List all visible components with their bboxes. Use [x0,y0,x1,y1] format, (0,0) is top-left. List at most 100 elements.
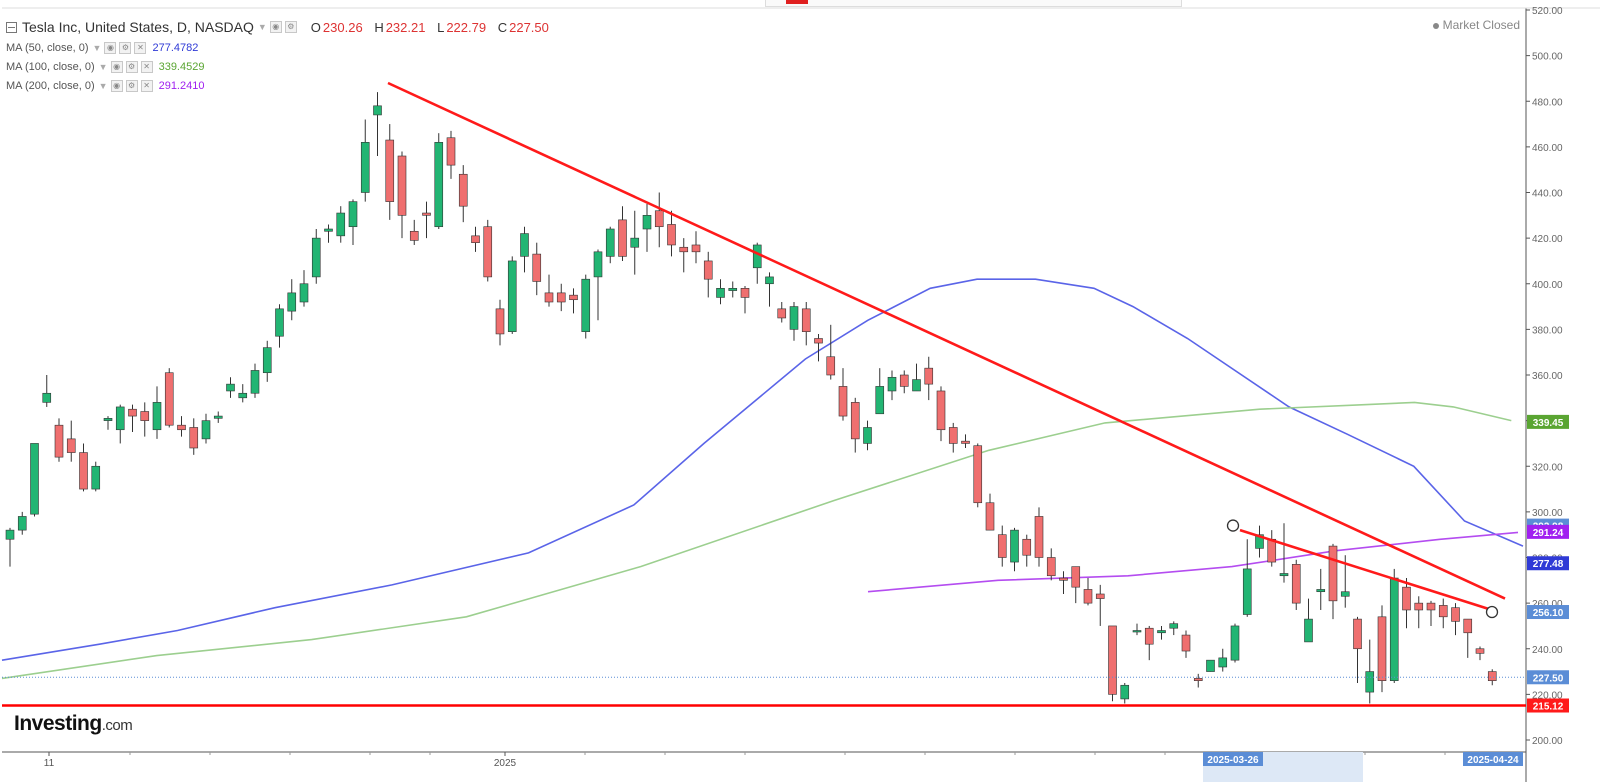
candle [520,226,529,273]
candle-body [1475,648,1485,654]
candle [1108,625,1117,702]
candle [1316,568,1326,610]
chevron-down-icon[interactable]: ▼ [98,61,108,72]
candle [716,279,725,305]
candle-body [360,142,370,193]
candle-body [30,443,39,515]
candle [311,229,321,284]
candle [5,527,15,567]
candle-body [1193,678,1203,681]
visibility-icon[interactable]: ◉ [104,41,117,54]
candle-body [299,283,309,303]
market-status: Market Closed [1432,18,1520,32]
settings-icon[interactable]: ⚙ [119,41,132,54]
settings-icon[interactable]: ⚙ [125,79,138,92]
x-tick-label: 2025 [494,758,517,769]
candle-body [287,292,297,312]
collapse-legend-icon[interactable] [6,21,17,33]
candle-body [1414,602,1424,611]
candle-body [1451,607,1460,622]
close-icon[interactable]: ✕ [140,60,153,73]
ohlc-high-label: H [374,19,384,35]
candle [385,124,395,220]
candle-body [458,173,468,207]
x-tick-label: 11 [44,758,55,769]
candle [360,119,370,202]
candle-body [1132,630,1142,633]
candle [863,420,872,451]
top-toolbar-strip [765,0,1182,7]
candle-body [1010,529,1019,563]
candle [1230,623,1240,663]
candle-body [140,411,150,421]
candle [887,370,897,401]
settings-icon[interactable]: ⚙ [284,21,297,33]
candle [556,283,566,312]
candle-body [483,226,493,278]
candle [1071,566,1081,604]
candle [593,249,603,321]
visibility-icon[interactable]: ◉ [269,21,282,33]
y-tick-label: 460.00 [1532,143,1563,154]
candle [875,368,885,415]
candle [1377,605,1387,693]
candle-body [1120,684,1130,700]
candle [1144,625,1154,661]
candle [434,133,444,229]
price-badge-label: 256.10 [1533,608,1564,619]
y-tick-label: 400.00 [1532,280,1563,291]
candle-body [618,219,627,257]
candle [973,443,983,508]
candle-body [79,452,88,490]
candle [471,226,480,252]
settings-icon[interactable]: ⚙ [125,60,138,73]
candle [532,242,542,296]
candle-body [1255,534,1264,549]
x-date-badge [1203,752,1263,766]
candle-body [593,251,603,278]
candle-body [1267,538,1277,563]
candle [1304,598,1313,643]
major-downtrend-line [387,81,1506,600]
indicator-ma50[interactable]: MA (50, close, 0) ▼ ◉ ⚙ ✕ 277.4782 [6,38,549,57]
chevron-down-icon[interactable]: ▼ [257,22,267,32]
ohlc-close-value: 227.50 [509,19,549,35]
candle [66,420,76,462]
close-icon[interactable]: ✕ [140,79,153,92]
candle-body [1279,573,1289,577]
candle [912,363,921,392]
candle [164,368,174,428]
candle-body [887,376,897,392]
candle [667,210,676,257]
chevron-down-icon[interactable]: ▼ [92,42,102,53]
candle-body [1108,625,1117,695]
candle [569,288,578,314]
candle-body [544,292,554,303]
candle [409,219,419,245]
candle-body [581,278,591,332]
chevron-down-icon[interactable]: ▼ [98,80,108,91]
candle [91,461,101,492]
candle-body [1071,566,1081,588]
candle-body [311,237,321,278]
indicator-label: MA (100, close, 0) [6,60,95,73]
candle-body [1242,568,1252,615]
candle-body [532,253,542,282]
visibility-icon[interactable]: ◉ [110,60,123,73]
visibility-icon[interactable]: ◉ [110,79,123,92]
close-icon[interactable]: ✕ [134,41,147,54]
x-date-label: 2025-03-26 [1207,755,1259,766]
indicator-ma100[interactable]: MA (100, close, 0) ▼ ◉ ⚙ ✕ 339.4529 [6,57,549,76]
candle [1059,571,1068,594]
candle-body [1438,605,1448,618]
candle [691,231,701,264]
candle [1046,548,1056,581]
candle-body [409,230,419,241]
candle-body [275,308,284,337]
candle [605,226,615,264]
candle [1132,623,1142,636]
candle [789,302,799,341]
indicator-ma200[interactable]: MA (200, close, 0) ▼ ◉ ⚙ ✕ 291.2410 [6,76,549,95]
candle-body [997,534,1007,558]
